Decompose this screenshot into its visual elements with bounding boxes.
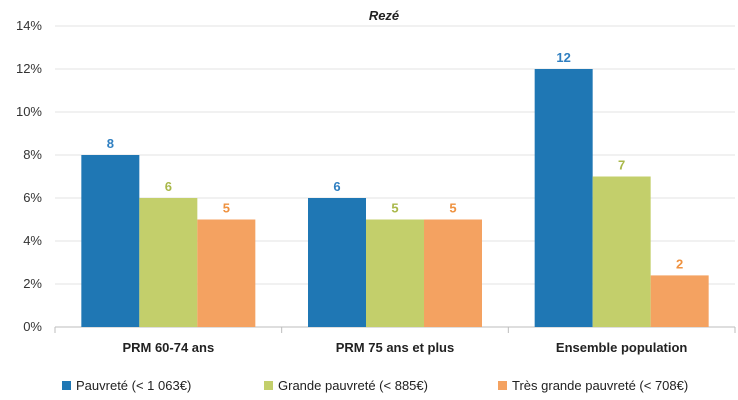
legend-label: Très grande pauvreté (< 708€): [512, 378, 688, 393]
x-category-label: PRM 75 ans et plus: [336, 340, 454, 355]
y-tick-label: 0%: [23, 319, 42, 334]
y-tick-label: 2%: [23, 276, 42, 291]
bars: [81, 69, 709, 327]
data-label: 6: [165, 179, 172, 194]
data-label: 2: [676, 256, 683, 271]
bar: [197, 219, 256, 327]
bar: [592, 176, 651, 327]
chart-title: Rezé: [369, 8, 399, 23]
y-tick-label: 6%: [23, 190, 42, 205]
y-tick-label: 14%: [16, 18, 42, 33]
legend-swatch: [264, 381, 273, 390]
x-axis: PRM 60-74 ans PRM 75 ans et plus Ensemble …: [54, 327, 736, 355]
legend: Pauvreté (< 1 063€) Grande pauvreté (< 88…: [62, 378, 688, 393]
bar: [366, 219, 424, 327]
data-label: 8: [107, 136, 114, 151]
data-labels: 8 6 5 6 5 5 12 7 2: [107, 50, 684, 271]
legend-swatch: [62, 381, 71, 390]
y-axis-ticks: 0% 2% 4% 6% 8% 10% 12% 14%: [16, 18, 42, 334]
data-label: 6: [333, 179, 340, 194]
legend-swatch: [498, 381, 507, 390]
data-label: 7: [618, 158, 625, 173]
x-category-label: Ensemble population: [556, 340, 688, 355]
bar: [534, 69, 593, 327]
y-tick-label: 12%: [16, 61, 42, 76]
data-label: 5: [391, 201, 398, 216]
x-category-label: PRM 60-74 ans: [122, 340, 214, 355]
data-label: 5: [223, 201, 230, 216]
data-label: 12: [556, 50, 570, 65]
y-tick-label: 8%: [23, 147, 42, 162]
data-label: 5: [449, 201, 456, 216]
y-tick-label: 10%: [16, 104, 42, 119]
bar: [81, 155, 140, 327]
legend-label: Pauvreté (< 1 063€): [76, 378, 191, 393]
bar: [424, 219, 482, 327]
bar: [650, 275, 709, 327]
bar: [308, 198, 366, 327]
bar: [139, 198, 198, 327]
y-tick-label: 4%: [23, 233, 42, 248]
legend-label: Grande pauvreté (< 885€): [278, 378, 428, 393]
